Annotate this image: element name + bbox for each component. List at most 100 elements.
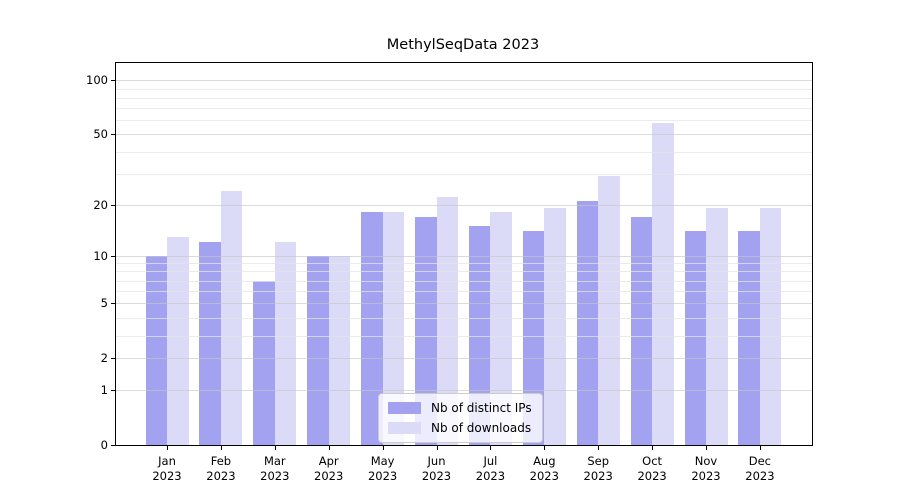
legend-entry-downloads: Nb of downloads [388,421,532,435]
bar-downloads-dec [759,208,782,445]
x-tick-label-mar: Mar 2023 [240,454,310,484]
bar-ips-mar [253,280,275,445]
bar-ips-aug [522,231,545,445]
x-tick-mark-jan [167,445,168,450]
gridline-major-10 [116,255,812,257]
legend-label-distinct-ips: Nb of distinct IPs [431,401,532,415]
x-tick-mark-jun [436,445,438,450]
y-tick-label-10: 10 [93,248,108,263]
legend-label-downloads: Nb of downloads [431,421,532,435]
legend-swatch-downloads [388,422,421,434]
legend: Nb of distinct IPs Nb of downloads [378,393,543,443]
gridline-minor-90 [116,88,812,90]
x-tick-label-dec: Dec 2023 [725,454,795,484]
x-tick-year: 2023 [314,469,344,483]
y-tick-mark-2 [111,358,116,360]
x-tick-month: Jun [427,454,446,468]
x-tick-year: 2023 [637,469,667,483]
gridline-minor-80 [116,97,812,99]
x-tick-month: Oct [642,454,663,468]
x-tick-label-oct: Oct 2023 [617,454,687,484]
bar-downloads-feb [220,190,243,445]
x-tick-year: 2023 [421,469,452,483]
x-tick-mark-may [382,445,384,450]
x-tick-year: 2023 [260,469,290,483]
x-tick-month: Mar [263,454,286,468]
x-tick-month: Dec [748,454,772,468]
x-tick-label-sep: Sep 2023 [563,454,633,484]
x-tick-year: 2023 [206,469,236,483]
bar-downloads-jun [436,197,458,445]
y-tick-label-5: 5 [100,296,108,311]
bar-ips-feb [199,242,221,445]
x-tick-label-may: May 2023 [348,454,418,484]
x-tick-month: Nov [694,454,718,468]
x-tick-mark-dec [759,445,761,450]
x-tick-label-jan: Jan 2023 [132,454,202,484]
gridline-minor-60 [116,120,812,122]
x-tick-year: 2023 [475,469,506,483]
y-tick-label-100: 100 [86,73,108,88]
x-tick-mark-aug [544,445,546,450]
bar-ips-oct [630,216,653,445]
x-tick-mark-apr [328,445,330,450]
bar-downloads-oct [652,122,674,445]
bar-downloads-apr [328,255,351,445]
bar-downloads-may [382,212,405,445]
bar-downloads-aug [544,208,566,445]
x-tick-month: Apr [318,454,339,468]
bar-downloads-jul [490,212,512,445]
y-tick-mark-20 [111,204,116,206]
x-tick-year: 2023 [691,469,721,483]
bar-ips-may [361,212,383,445]
legend-swatch-distinct-ips [388,402,421,414]
y-tick-mark-5 [111,303,116,305]
gridline-minor-70 [116,108,812,110]
x-tick-label-apr: Apr 2023 [294,454,364,484]
x-tick-year: 2023 [583,469,613,483]
bar-ips-jul [468,226,491,445]
x-tick-mark-mar [274,445,276,450]
bar-ips-apr [307,255,329,445]
y-tick-label-50: 50 [93,127,108,142]
x-tick-year: 2023 [152,469,182,483]
gridline-major-5 [116,303,812,305]
x-tick-mark-oct [652,445,654,450]
y-tick-mark-100 [111,80,116,82]
x-tick-year: 2023 [745,469,775,483]
x-tick-month: Jul [483,454,498,468]
x-tick-label-nov: Nov 2023 [671,454,741,484]
gridline-major-2 [116,358,812,360]
bar-downloads-sep [598,176,620,445]
y-tick-mark-10 [111,255,116,257]
gridline-major-50 [116,134,812,136]
gridline-minor-9 [116,263,812,265]
y-tick-mark-1 [111,390,116,392]
x-tick-month: Aug [533,454,556,468]
x-tick-month: Jan [158,454,176,468]
x-tick-mark-nov [706,445,707,450]
gridline-major-1 [116,390,812,392]
bar-ips-nov [684,231,706,445]
plot-area: Nb of distinct IPs Nb of downloads 0 1 2 5 1… [86,62,813,483]
x-tick-mark-jul [490,445,492,450]
x-tick-year: 2023 [529,469,559,483]
gridline-major-100 [116,80,812,82]
x-tick-label-jun: Jun 2023 [402,454,472,484]
gridline-minor-7 [116,280,812,282]
gridline-major-20 [116,204,812,206]
bar-downloads-nov [706,208,728,445]
x-tick-year: 2023 [367,469,398,483]
y-tick-mark-50 [111,134,116,136]
bar-downloads-mar [274,242,297,445]
gridline-minor-4 [116,317,812,319]
bar-ips-dec [738,231,760,445]
y-tick-label-1: 1 [100,383,108,398]
bar-downloads-jan [167,236,189,445]
gridline-minor-40 [116,151,812,153]
bar-ips-jan [145,255,167,445]
y-tick-mark-0 [111,445,116,446]
x-tick-label-jul: Jul 2023 [455,454,525,484]
legend-entry-distinct-ips: Nb of distinct IPs [388,401,532,415]
